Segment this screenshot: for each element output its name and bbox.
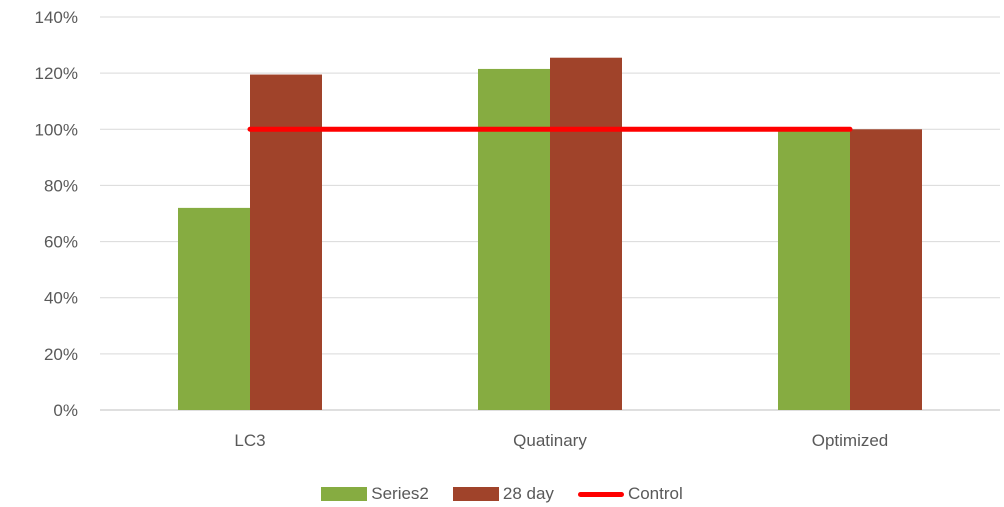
legend-label-control: Control (627, 484, 683, 503)
legend-label-28-day: 28 day (502, 484, 554, 503)
bar-chart: 0% 20% 40% 60% 80% 100% 120% 140% LC3 Quatinary O… (35, 8, 1000, 450)
y-axis-ticks: 0% 20% 40% 60% 80% 100% 120% 140% (35, 8, 78, 420)
y-tick-label: 0% (53, 401, 78, 420)
y-tick-label: 80% (44, 176, 78, 195)
x-tick-label: Quatinary (513, 431, 587, 450)
legend: Series2 28 day Control (0, 482, 1004, 506)
legend-swatch-series2 (321, 487, 368, 501)
x-tick-label: LC3 (234, 431, 265, 450)
y-tick-label: 40% (44, 289, 78, 308)
bars (178, 57, 922, 411)
bar-series2-lc3 (178, 207, 250, 410)
legend-item-series2: Series2 (321, 484, 429, 504)
bar-series2-quatinary (478, 68, 550, 411)
x-tick-label: Optimized (812, 431, 889, 450)
bar-28-day-lc3 (250, 74, 322, 411)
y-tick-label: 140% (35, 8, 78, 27)
y-tick-label: 100% (35, 120, 78, 139)
y-tick-label: 20% (44, 345, 78, 364)
legend-item-28-day: 28 day (452, 484, 554, 504)
legend-label-series2: Series2 (371, 484, 429, 503)
bar-28-day-optimized (850, 129, 922, 411)
legend-item-control: Control (577, 484, 683, 504)
bar-28-day-quatinary (550, 57, 622, 410)
bar-series2-optimized (778, 129, 850, 411)
legend-swatch-control (577, 491, 624, 497)
x-axis-ticks: LC3 Quatinary Optimized (234, 431, 888, 450)
y-tick-label: 120% (35, 64, 78, 83)
y-tick-label: 60% (44, 233, 78, 252)
legend-swatch-28-day (452, 487, 499, 501)
